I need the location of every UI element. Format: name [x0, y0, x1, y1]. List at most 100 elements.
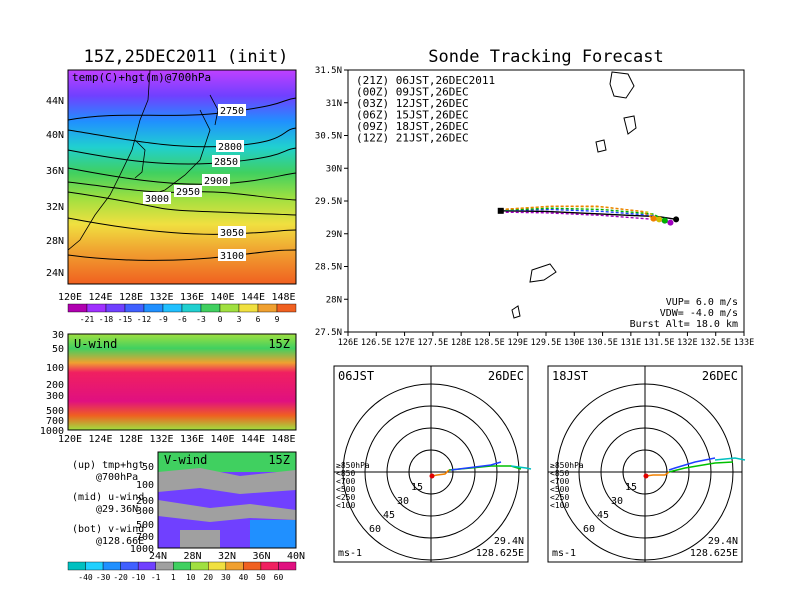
track-series-line	[500, 211, 671, 224]
wind-scale-tick: 10	[186, 573, 196, 582]
hodo-ring-label: 15	[411, 482, 423, 493]
vwind-panel: V-wind 15Z	[157, 451, 297, 549]
hodo-level: <250	[550, 493, 569, 502]
hodo-surface-marker	[643, 473, 649, 479]
uwind-lon-tick: 124E	[88, 434, 112, 445]
wind-colorbar-cell	[173, 561, 191, 571]
hodo-level: ≥850hPa	[336, 461, 370, 470]
hodo-ring-label: 60	[369, 524, 381, 535]
track-end-marker	[661, 217, 668, 224]
wind-colorbar-cell	[120, 561, 139, 571]
uwind-pressure-tick: 500	[46, 406, 64, 417]
desc-bot: (bot) v-wind	[72, 524, 144, 535]
contour-label: 3100	[220, 251, 244, 262]
track-legend-entry: (06Z) 15JST,26DEC	[356, 109, 469, 122]
hodo-lat: 29.4N	[494, 536, 524, 547]
uwind-label: U-wind	[74, 337, 117, 351]
track-end-marker	[650, 215, 657, 222]
temp-colorbar: -21 -18 -15 -12 -9 -6 -3 0 3 6 9	[67, 303, 297, 324]
contour-label-bg	[174, 185, 202, 197]
vwind-lat-tick: 32N	[218, 551, 236, 562]
contour-label: 2850	[214, 157, 238, 168]
hodo-level: <250	[336, 493, 355, 502]
desc-mid: (mid) u-wind	[72, 492, 144, 503]
hodo-level: ≥850hPa	[550, 461, 584, 470]
track-lon-tick: 126.5E	[361, 338, 392, 348]
hodo-ring-label: 45	[383, 510, 395, 521]
hodo-level: <500	[336, 485, 355, 494]
track-lat-tick: 28.5N	[315, 263, 342, 273]
track-lon-tick: 130E	[564, 338, 584, 348]
panel-description: (up) tmp+hgt @700hPa (mid) u-wind @29.36…	[72, 460, 144, 547]
map-lon-tick: 128E	[119, 292, 143, 303]
wind-colorbar-cell	[225, 561, 244, 571]
temp-scale-tick: -21	[80, 315, 95, 324]
island-mid	[595, 139, 607, 153]
hodo-level: <850	[550, 469, 569, 478]
island-north	[609, 71, 635, 99]
track-lon-tick: 127.5E	[417, 338, 448, 348]
hodo-trace	[668, 457, 716, 471]
uwind-lon-tick: 140E	[210, 434, 234, 445]
track-lat-tick: 30.5N	[315, 132, 342, 142]
wind-colorbar-cell	[85, 561, 104, 571]
vwind-pressure-tick: 700	[136, 532, 154, 543]
desc-up: (up) tmp+hgt	[72, 460, 144, 471]
uwind-lon-tick: 148E	[271, 434, 295, 445]
desc-bot-level: @128.66E	[96, 536, 144, 547]
track-lon-ticks: 126E 126.5E 127E 127.5E 128E 128.5E 129E 129.5E…	[338, 332, 754, 348]
vwind-lat-tick: 24N	[149, 551, 167, 562]
uwind-panel: U-wind 15Z	[67, 333, 297, 431]
track-lon-tick: 130.5E	[587, 338, 618, 348]
track-lat-tick: 27.5N	[315, 328, 342, 338]
hodo-lon: 128.625E	[476, 548, 524, 559]
uwind-lon-tick: 144E	[241, 434, 265, 445]
wind-colorbar-cell	[102, 561, 121, 571]
map-lat-tick: 28N	[46, 236, 64, 247]
track-legend-entry: (00Z) 09JST,26DEC	[356, 86, 469, 99]
track-lat-tick: 30N	[326, 164, 342, 174]
temp-scale-tick: 9	[275, 315, 280, 324]
wind-colorbar-cell	[208, 561, 227, 571]
track-info: VUP= 6.0 m/s VDW= -4.0 m/s Burst Alt= 18…	[630, 297, 738, 330]
hodo-date: 26DEC	[702, 369, 738, 383]
contour-label-bg	[202, 174, 230, 186]
track-lon-tick: 129E	[507, 338, 527, 348]
contour-labels: 2750 2800 2850 2900 2950 3000 3050 3100	[143, 104, 246, 262]
hodo-trace	[645, 471, 670, 477]
wind-colorbar-cell	[243, 561, 262, 571]
uwind-lon-tick: 120E	[58, 434, 82, 445]
temp-colorbar-cell	[200, 303, 221, 313]
hodo-trace	[668, 461, 734, 473]
track-lon-tick: 128.5E	[474, 338, 505, 348]
map-lon-tick: 120E	[58, 292, 82, 303]
temp-colorbar-cell	[86, 303, 107, 313]
map-lat-tick: 36N	[46, 166, 64, 177]
vwind-pressure-tick: 1000	[130, 544, 154, 555]
temp-scale-tick: 0	[218, 315, 223, 324]
hodo-level: <700	[336, 477, 355, 486]
uwind-time: 15Z	[268, 337, 290, 351]
track-series-line	[500, 207, 666, 222]
wind-scale-tick: -30	[96, 573, 111, 582]
wind-scale-tick: 30	[221, 573, 231, 582]
wind-colorbar: -40 -30 -20 -10 -1 1 10 20 30 40 50 60	[67, 561, 297, 582]
uwind-pressure-tick: 200	[46, 380, 64, 391]
contour-label-bg	[216, 140, 244, 152]
contour-label-bg	[143, 192, 171, 204]
wind-colorbar-cell	[190, 561, 209, 571]
track-lon-tick: 129.5E	[531, 338, 562, 348]
vwind-lat-tick: 40N	[287, 551, 305, 562]
hodo-ring-label: 15	[625, 482, 637, 493]
track-legend-entry: (09Z) 18JST,26DEC	[356, 120, 469, 133]
map-lon-ticks: 120E 124E 128E 132E 136E 140E 144E 148E	[58, 292, 296, 303]
map-lat-tick: 24N	[46, 268, 64, 279]
launch-marker	[497, 207, 504, 214]
hodo-ring-label: 30	[611, 496, 623, 507]
hodo-lon: 128.625E	[690, 548, 738, 559]
track-lon-tick: 131E	[621, 338, 641, 348]
island-south	[529, 263, 557, 283]
